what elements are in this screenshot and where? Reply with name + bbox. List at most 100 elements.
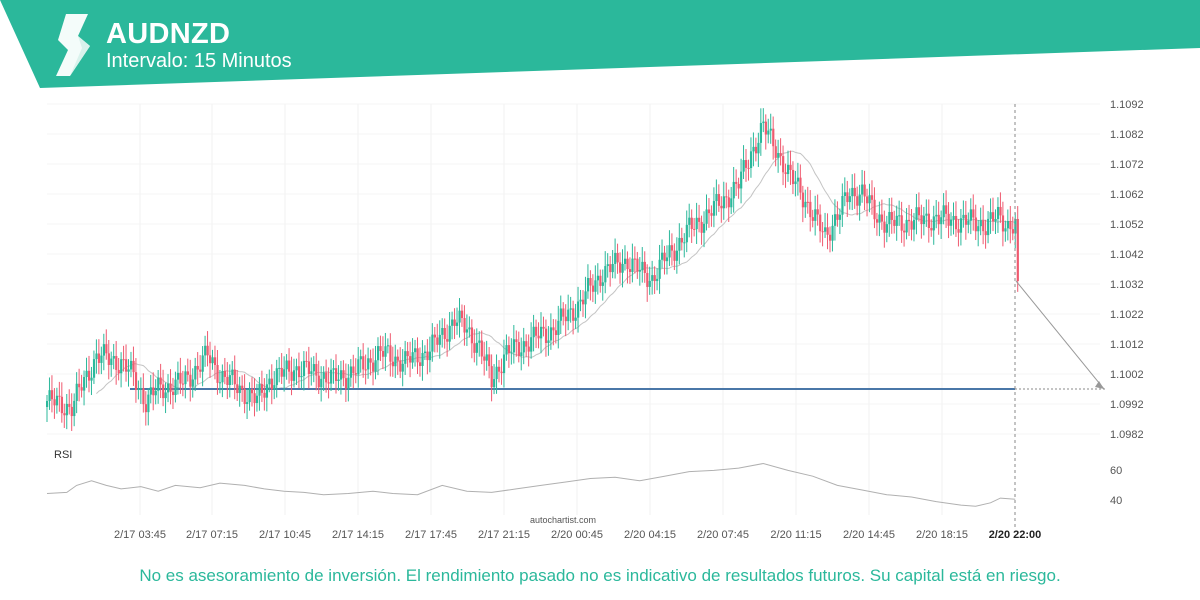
candle-body bbox=[270, 378, 273, 390]
rsi-line bbox=[46, 462, 1016, 507]
candle-body bbox=[984, 231, 987, 236]
y-tick-label: 1.1072 bbox=[1110, 159, 1144, 171]
candle-body bbox=[888, 211, 891, 225]
candle-body bbox=[688, 217, 691, 225]
candle-body bbox=[1009, 220, 1012, 230]
candle-body bbox=[485, 354, 488, 361]
candle-body bbox=[438, 334, 441, 345]
candle-body bbox=[83, 377, 86, 391]
candle-body bbox=[841, 196, 844, 215]
candle-body bbox=[796, 177, 800, 182]
candle-body bbox=[248, 389, 251, 403]
candle-body bbox=[357, 359, 360, 375]
candle-body bbox=[905, 219, 908, 233]
candle-body bbox=[181, 383, 185, 385]
candle-body bbox=[171, 391, 175, 396]
candle-body bbox=[910, 221, 913, 230]
candle-body bbox=[779, 153, 782, 157]
candle-body bbox=[169, 383, 172, 392]
candle-body bbox=[848, 196, 851, 203]
candle-body bbox=[95, 353, 98, 360]
candle-body bbox=[347, 377, 350, 389]
candle-body bbox=[932, 216, 935, 231]
y-tick-label: 1.1022 bbox=[1110, 309, 1144, 321]
candle-body bbox=[693, 228, 696, 230]
candle-body bbox=[317, 375, 320, 388]
candle-body bbox=[488, 354, 491, 367]
candle-body bbox=[1004, 228, 1007, 232]
candle-body bbox=[310, 371, 313, 374]
candle-body bbox=[628, 269, 632, 272]
candle-body bbox=[379, 346, 382, 352]
candle-body bbox=[344, 378, 348, 389]
candle-body bbox=[641, 261, 644, 271]
candle-body bbox=[552, 327, 555, 331]
candle-body bbox=[819, 214, 822, 232]
candle-body bbox=[278, 367, 281, 369]
candle-body bbox=[120, 359, 123, 374]
candle-body bbox=[251, 389, 254, 394]
candle-body bbox=[125, 359, 128, 372]
candle-body bbox=[411, 352, 414, 363]
candle-body bbox=[176, 372, 180, 380]
candle-body bbox=[470, 327, 474, 344]
candle-body bbox=[273, 385, 276, 390]
candle-body bbox=[78, 383, 81, 388]
candle-body bbox=[757, 142, 760, 154]
candle-body bbox=[418, 362, 422, 366]
candle-body bbox=[540, 326, 543, 339]
x-tick-label: 2/20 00:45 bbox=[551, 529, 603, 541]
candle-body bbox=[557, 320, 560, 335]
candle-body bbox=[579, 299, 582, 302]
candle-body bbox=[668, 245, 671, 258]
candle-body bbox=[982, 220, 985, 232]
candle-body bbox=[878, 214, 881, 223]
candle-body bbox=[275, 368, 278, 386]
candle-body bbox=[451, 319, 454, 326]
candle-body bbox=[179, 372, 182, 384]
candle-body bbox=[959, 218, 963, 233]
candle-body bbox=[127, 369, 130, 372]
candle-body bbox=[184, 371, 187, 385]
candle-body bbox=[142, 388, 145, 405]
candle-body bbox=[327, 382, 330, 384]
x-tick-label: 2/17 14:15 bbox=[332, 529, 384, 541]
candle-body bbox=[48, 390, 51, 401]
candle-body bbox=[717, 194, 721, 206]
candle-body bbox=[191, 379, 194, 387]
candle-body bbox=[236, 384, 239, 394]
x-tick-label: 2/17 21:15 bbox=[478, 529, 530, 541]
candle-body bbox=[572, 308, 575, 321]
candle-body bbox=[584, 291, 587, 305]
candle-body bbox=[544, 328, 548, 343]
candle-body bbox=[940, 217, 943, 225]
candle-body bbox=[725, 196, 728, 198]
candle-body bbox=[68, 403, 71, 407]
candle-body bbox=[616, 252, 619, 263]
candle-body bbox=[332, 368, 335, 370]
candle-body bbox=[623, 258, 627, 264]
candle-body bbox=[574, 317, 577, 321]
candle-body bbox=[391, 361, 394, 367]
x-tick-label: 2/17 10:45 bbox=[259, 529, 311, 541]
candle-body bbox=[258, 384, 261, 396]
y-tick-label: 1.1032 bbox=[1110, 279, 1144, 291]
candle-body bbox=[969, 209, 972, 221]
candle-body bbox=[591, 285, 595, 292]
candle-body bbox=[599, 275, 602, 286]
candle-body bbox=[162, 384, 165, 399]
candle-body bbox=[364, 369, 367, 371]
candle-body bbox=[90, 377, 93, 381]
candle-body bbox=[816, 209, 819, 215]
candle-body bbox=[866, 196, 869, 204]
candle-body bbox=[950, 219, 953, 226]
candle-body bbox=[297, 366, 301, 378]
candle-body bbox=[853, 187, 856, 197]
candle-body bbox=[967, 220, 970, 225]
candle-body bbox=[809, 201, 812, 218]
candle-body bbox=[824, 227, 827, 232]
candle-body bbox=[609, 264, 612, 273]
candle-body bbox=[337, 379, 340, 381]
candle-body bbox=[791, 169, 795, 185]
price-chart: 1.1092 1.1082 1.1072 1.1062 1.1052 1.1042 1.10… bbox=[46, 99, 1144, 541]
